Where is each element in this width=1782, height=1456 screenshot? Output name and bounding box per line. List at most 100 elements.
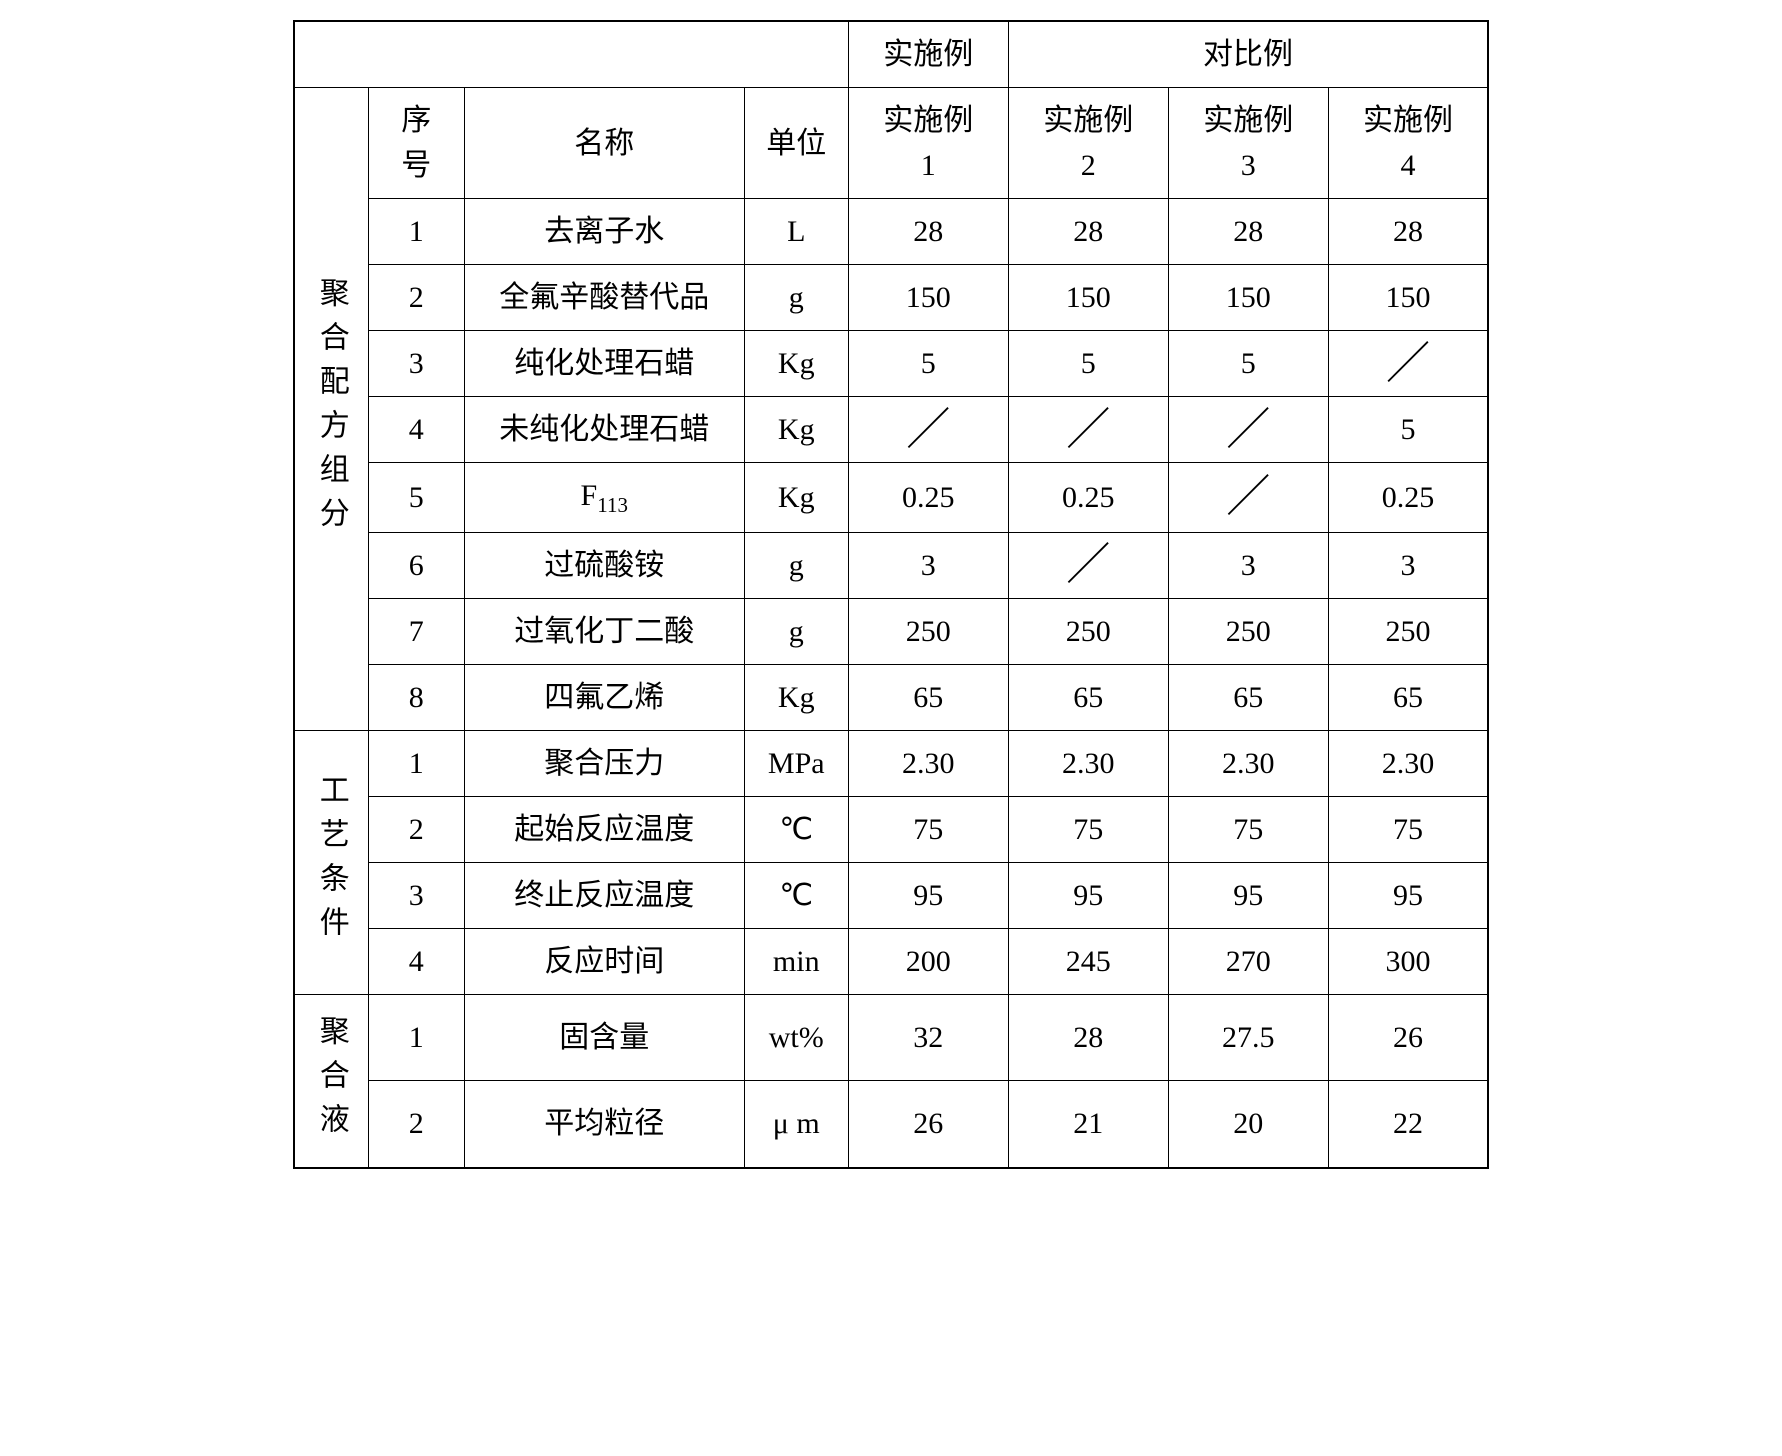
cell-v1: 3 [848,532,1008,598]
cell-v4: 250 [1328,598,1488,664]
cell-unit: min [744,928,848,994]
cell-unit: ℃ [744,862,848,928]
table-row: 7 过氧化丁二酸 g 250 250 250 250 [294,598,1489,664]
cell-v2: 75 [1008,796,1168,862]
cell-seq: 8 [368,664,464,730]
table-row: 聚合配方组分 序 号 名称 单位 实施例 1 实施例 2 实施例 3 实施例 4 [294,88,1489,199]
table-row: 3 纯化处理石蜡 Kg 5 5 5 ／ [294,331,1489,397]
header-comparative: 对比例 [1008,21,1488,88]
cell-v2: 28 [1008,199,1168,265]
cell-v3: 27.5 [1168,994,1328,1080]
cell-name: 未纯化处理石蜡 [464,397,744,463]
cell-v3: 2.30 [1168,730,1328,796]
cell-v1: ／ [848,397,1008,463]
header-ex3: 实施例 3 [1168,88,1328,199]
cell-v2: 21 [1008,1080,1168,1167]
cell-name: 终止反应温度 [464,862,744,928]
cell-name: 平均粒径 [464,1080,744,1167]
cell-v1: 32 [848,994,1008,1080]
cell-unit: g [744,265,848,331]
cell-unit: wt% [744,994,848,1080]
cell-v3: 75 [1168,796,1328,862]
cell-v2: 65 [1008,664,1168,730]
table-row: 2 起始反应温度 ℃ 75 75 75 75 [294,796,1489,862]
cell-v2: 5 [1008,331,1168,397]
header-ex2: 实施例 2 [1008,88,1168,199]
cell-v3: ／ [1168,463,1328,533]
cell-seq: 4 [368,397,464,463]
cell-v4: 65 [1328,664,1488,730]
cell-v4: 150 [1328,265,1488,331]
header-example: 实施例 [848,21,1008,88]
cell-name: 反应时间 [464,928,744,994]
cell-unit: Kg [744,397,848,463]
data-table: 实施例 对比例 聚合配方组分 序 号 名称 单位 实施例 1 实施例 2 实施例… [293,20,1490,1169]
table-row: 6 过硫酸铵 g 3 ／ 3 3 [294,532,1489,598]
cell-v1: 2.30 [848,730,1008,796]
cell-seq: 6 [368,532,464,598]
header-name: 名称 [464,88,744,199]
cell-seq: 4 [368,928,464,994]
header-blank [294,21,849,88]
cell-v3: 20 [1168,1080,1328,1167]
table-row: 8 四氟乙烯 Kg 65 65 65 65 [294,664,1489,730]
table-row: 聚合液 1 固含量 wt% 32 28 27.5 26 [294,994,1489,1080]
cell-v3: 250 [1168,598,1328,664]
cell-v3: 28 [1168,199,1328,265]
cell-v1: 65 [848,664,1008,730]
cell-unit: ℃ [744,796,848,862]
table-row: 实施例 对比例 [294,21,1489,88]
cell-v4: 28 [1328,199,1488,265]
cell-v3: 3 [1168,532,1328,598]
cell-v1: 200 [848,928,1008,994]
cell-v2: ／ [1008,397,1168,463]
cell-v3: 150 [1168,265,1328,331]
cell-v2: 2.30 [1008,730,1168,796]
section-label-formula: 聚合配方组分 [294,88,369,731]
cell-name: 固含量 [464,994,744,1080]
cell-v4: 22 [1328,1080,1488,1167]
cell-v3: 270 [1168,928,1328,994]
cell-unit: g [744,598,848,664]
cell-seq: 3 [368,331,464,397]
cell-v4: 0.25 [1328,463,1488,533]
cell-v3: 65 [1168,664,1328,730]
header-unit: 单位 [744,88,848,199]
cell-v2: 95 [1008,862,1168,928]
cell-v2: ／ [1008,532,1168,598]
cell-seq: 2 [368,1080,464,1167]
cell-v4: 3 [1328,532,1488,598]
table-row: 2 全氟辛酸替代品 g 150 150 150 150 [294,265,1489,331]
cell-seq: 5 [368,463,464,533]
cell-v1: 28 [848,199,1008,265]
cell-unit: μ m [744,1080,848,1167]
cell-v1: 150 [848,265,1008,331]
cell-name: 去离子水 [464,199,744,265]
cell-unit: Kg [744,664,848,730]
cell-name: 全氟辛酸替代品 [464,265,744,331]
cell-seq: 1 [368,730,464,796]
cell-v1: 95 [848,862,1008,928]
table-row: 4 未纯化处理石蜡 Kg ／ ／ ／ 5 [294,397,1489,463]
header-ex4: 实施例 4 [1328,88,1488,199]
cell-v2: 245 [1008,928,1168,994]
section-label-process: 工艺条件 [294,730,369,994]
cell-v4: 2.30 [1328,730,1488,796]
cell-name: 过氧化丁二酸 [464,598,744,664]
table-row: 1 去离子水 L 28 28 28 28 [294,199,1489,265]
cell-seq: 2 [368,265,464,331]
cell-name: F113 [464,463,744,533]
cell-v2: 150 [1008,265,1168,331]
cell-unit: MPa [744,730,848,796]
cell-seq: 3 [368,862,464,928]
cell-v2: 0.25 [1008,463,1168,533]
cell-name: 纯化处理石蜡 [464,331,744,397]
cell-name: 过硫酸铵 [464,532,744,598]
table-row: 3 终止反应温度 ℃ 95 95 95 95 [294,862,1489,928]
cell-v4: ／ [1328,331,1488,397]
table-row: 工艺条件 1 聚合压力 MPa 2.30 2.30 2.30 2.30 [294,730,1489,796]
cell-v3: 5 [1168,331,1328,397]
cell-v2: 28 [1008,994,1168,1080]
cell-v3: ／ [1168,397,1328,463]
header-seq: 序 号 [368,88,464,199]
